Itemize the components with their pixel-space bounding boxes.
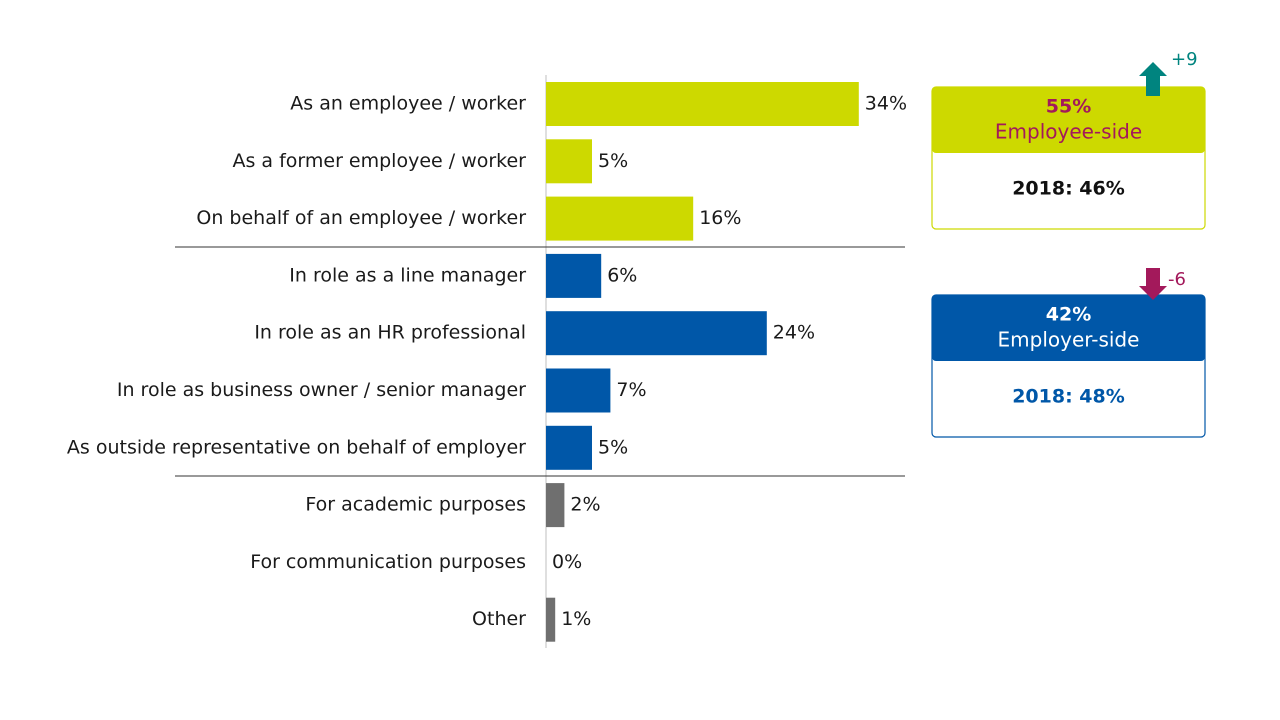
summary-comparison: 2018: 46% bbox=[1012, 178, 1125, 200]
summary-comparison: 2018: 48% bbox=[1012, 386, 1125, 408]
bar bbox=[546, 139, 592, 184]
category-label: In role as an HR professional bbox=[254, 322, 526, 344]
category-label: In role as business owner / senior manag… bbox=[117, 379, 526, 401]
bar bbox=[546, 82, 859, 126]
bar bbox=[546, 368, 611, 413]
bar bbox=[546, 425, 592, 470]
summary-header bbox=[932, 87, 1205, 153]
summary-value: 55% bbox=[1046, 96, 1091, 118]
category-label: Other bbox=[472, 608, 526, 630]
summary-value: 42% bbox=[1046, 304, 1091, 326]
bar bbox=[546, 483, 565, 528]
value-label: 7% bbox=[616, 379, 646, 401]
category-label: As outside representative on behalf of e… bbox=[67, 436, 526, 458]
summary-label: Employee-side bbox=[995, 120, 1142, 144]
change-label: -6 bbox=[1168, 269, 1186, 290]
category-label: As a former employee / worker bbox=[232, 150, 526, 172]
category-label: For communication purposes bbox=[250, 551, 526, 573]
change-arrow bbox=[1139, 268, 1167, 300]
value-label: 34% bbox=[865, 93, 907, 115]
category-label: For academic purposes bbox=[305, 494, 526, 516]
category-label: On behalf of an employee / worker bbox=[196, 207, 526, 229]
bar bbox=[546, 253, 602, 298]
value-label: 5% bbox=[598, 436, 628, 458]
category-label: In role as a line manager bbox=[289, 264, 526, 286]
value-label: 6% bbox=[607, 264, 637, 286]
value-label: 24% bbox=[773, 322, 815, 344]
summary-label: Employer-side bbox=[998, 328, 1140, 352]
value-label: 5% bbox=[598, 150, 628, 172]
bar bbox=[546, 597, 556, 642]
value-label: 16% bbox=[699, 207, 741, 229]
value-label: 2% bbox=[570, 494, 600, 516]
value-label: 1% bbox=[561, 608, 591, 630]
category-label: As an employee / worker bbox=[290, 93, 526, 115]
change-label: +9 bbox=[1171, 49, 1198, 70]
value-label: 0% bbox=[552, 551, 582, 573]
change-arrow bbox=[1139, 62, 1167, 96]
summary-header bbox=[932, 295, 1205, 361]
bar bbox=[546, 311, 767, 356]
bar bbox=[546, 196, 694, 241]
